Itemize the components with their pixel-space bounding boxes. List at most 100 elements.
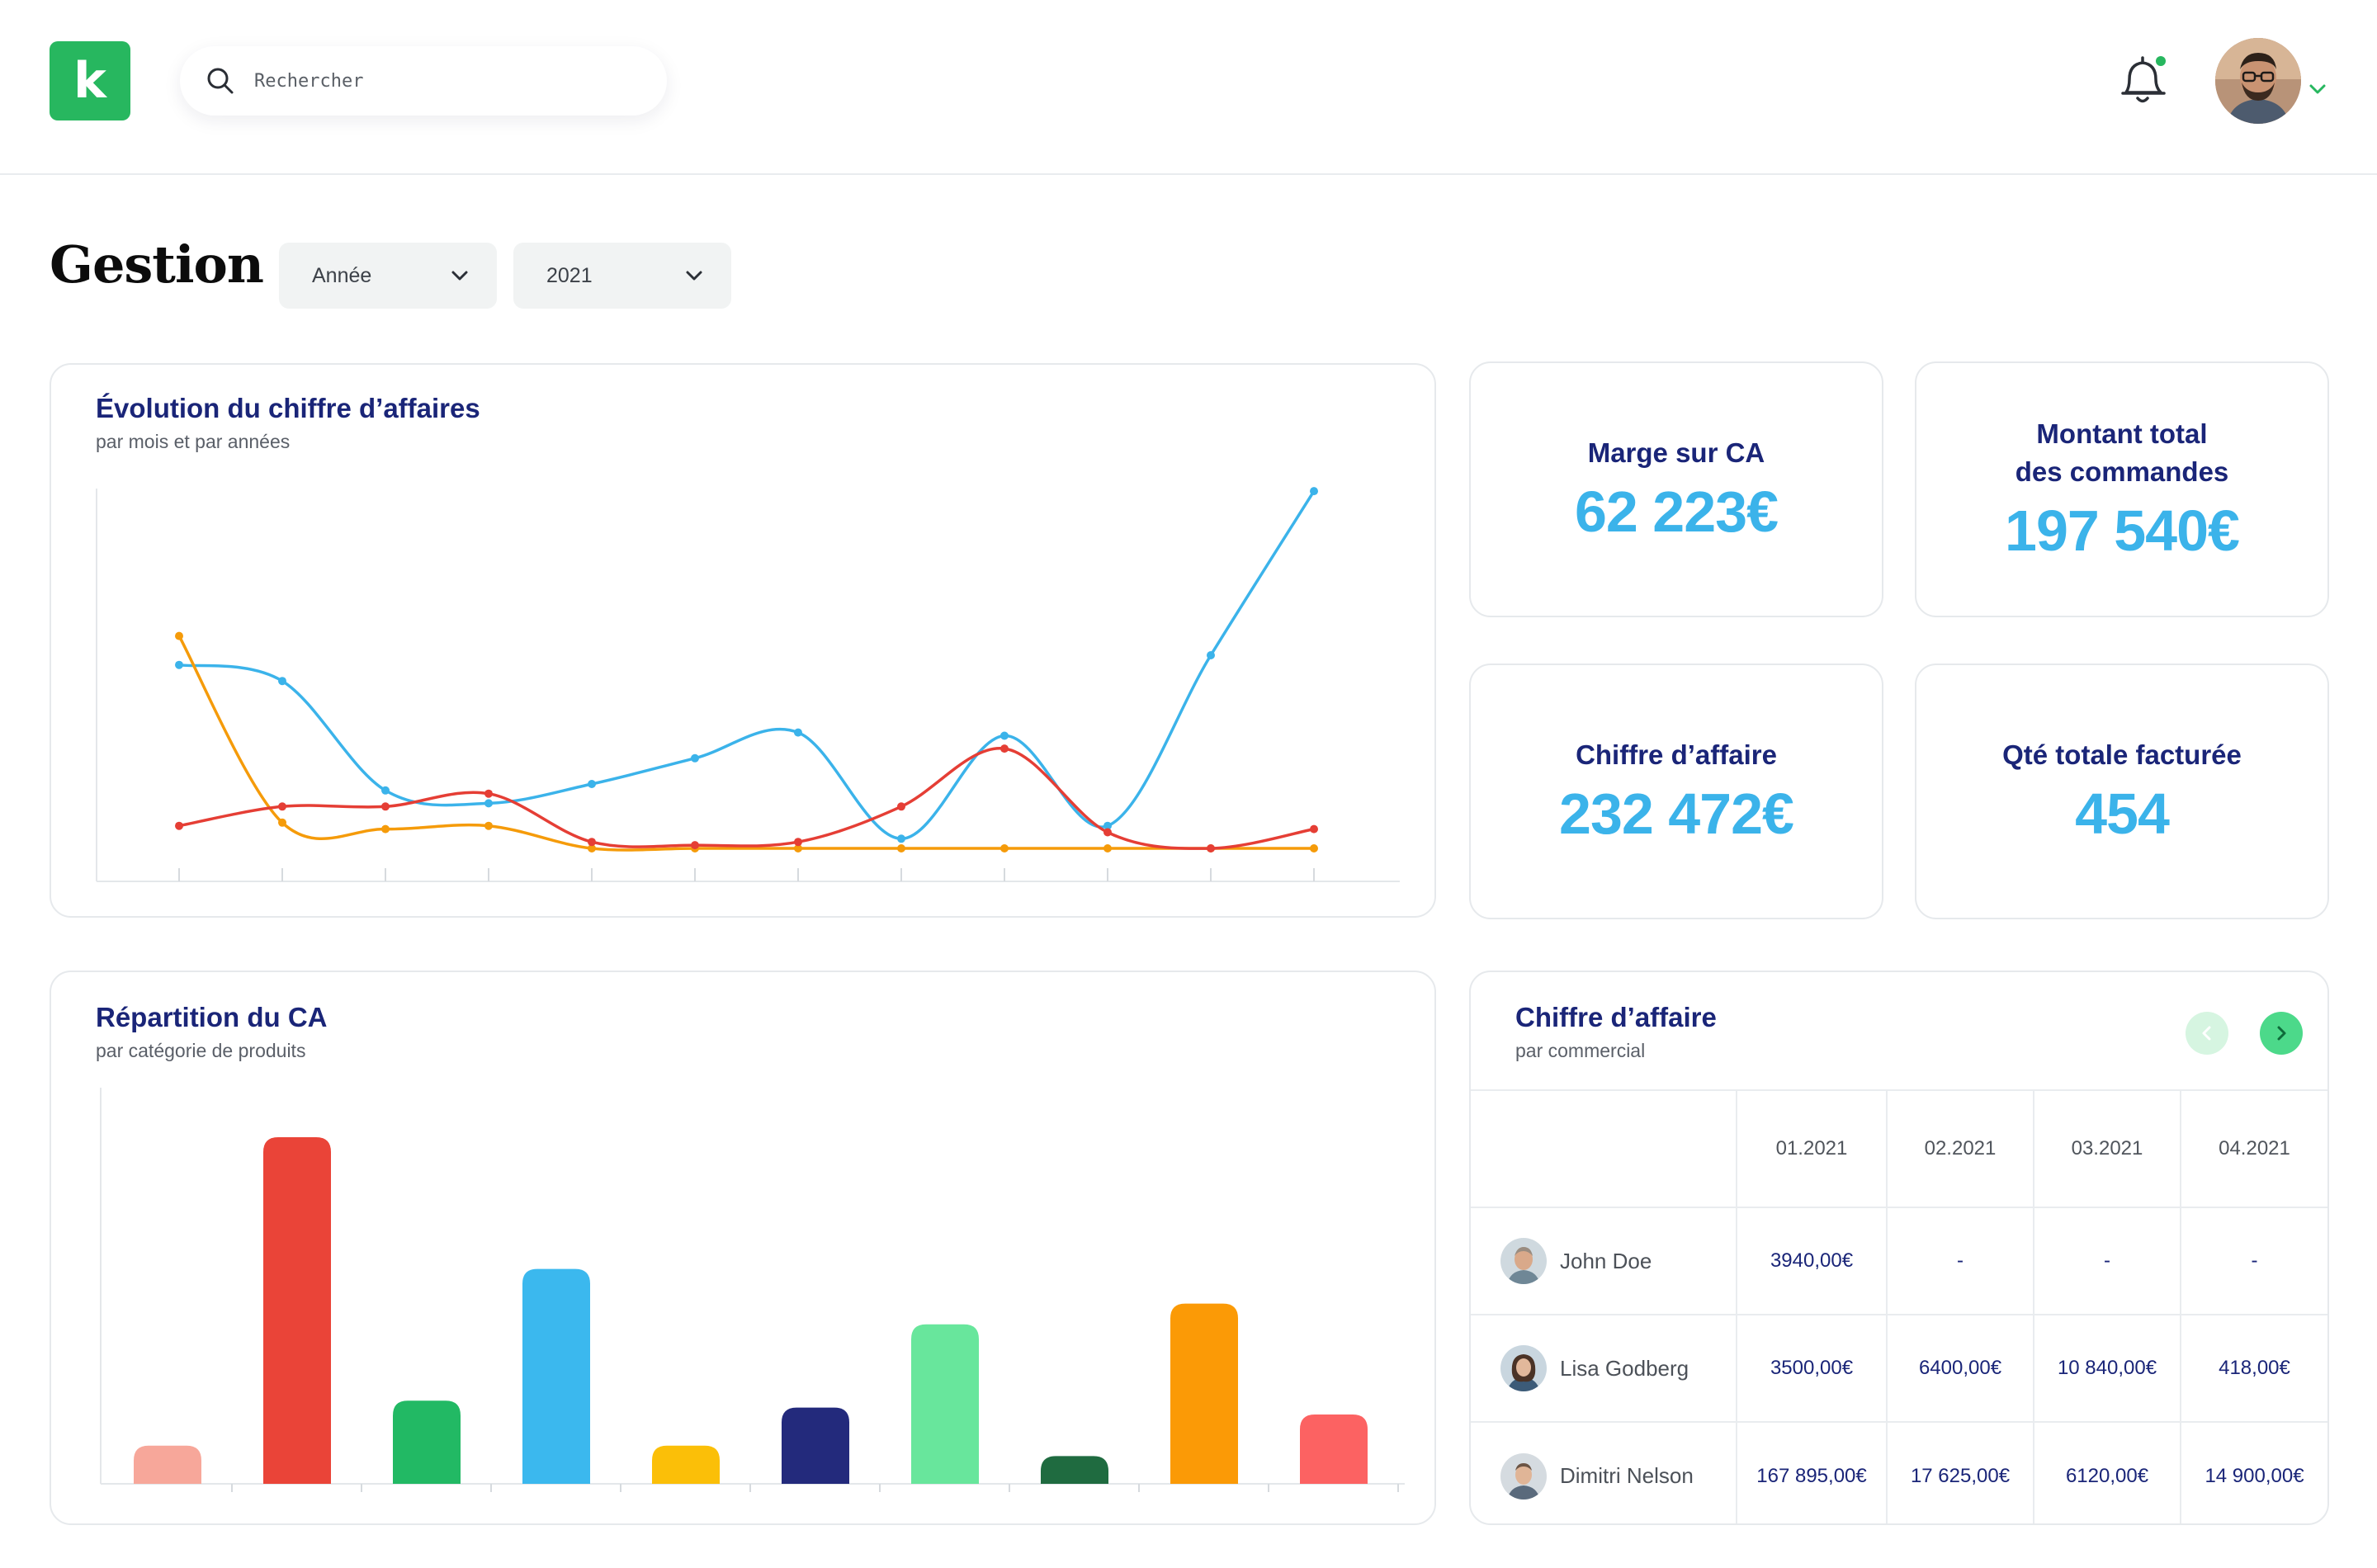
previous-page-button[interactable] [2186,1012,2228,1055]
search-icon [205,65,236,97]
data-point [794,844,802,852]
app-logo[interactable]: k [50,41,130,120]
column-header: 04.2021 [2180,1089,2327,1207]
category-bar-chart [100,1088,1405,1492]
category-breakdown-card: Répartition du CA par catégorie de produ… [50,971,1436,1525]
bar [652,1445,720,1484]
data-point [278,818,286,827]
avatar [1500,1238,1547,1284]
bar [263,1137,331,1484]
data-point [1103,844,1112,852]
data-point [794,728,802,737]
avatar [1500,1452,1547,1500]
data-point [1310,844,1318,852]
bar [1170,1303,1238,1484]
data-point [1207,844,1215,852]
revenue-evolution-card: Évolution du chiffre d’affaires par mois… [50,363,1436,918]
data-point [381,802,390,811]
year-select[interactable]: 2021 [513,243,731,309]
user-avatar[interactable] [2215,38,2301,124]
kpi-value: 62 223€ [1574,479,1779,544]
series-line [177,489,1316,841]
data-point [381,824,390,834]
sales-table-subtitle: par commercial [1515,1040,1646,1061]
kpi-value: 197 540€ [2005,498,2240,563]
period-type-select[interactable]: Année [279,243,497,309]
bar [134,1445,201,1484]
rep-cell: John Doe [1471,1207,1737,1315]
value-cell: 3940,00€ [1736,1207,1887,1315]
data-point [1207,651,1215,659]
rep-name: Lisa Godberg [1560,1355,1689,1381]
data-point [1103,828,1112,837]
user-menu-chevron-icon[interactable] [2308,83,2327,96]
bar [911,1324,979,1484]
kpi-label: Marge sur CA [1587,437,1765,468]
value-cell: 3500,00€ [1736,1314,1887,1422]
kpi-card-orders-total: Montant total des commandes 197 540€ [1915,361,2329,617]
rep-cell: Dimitri Nelson [1471,1421,1737,1523]
data-point [484,821,493,830]
notification-bell-icon[interactable] [2115,51,2172,111]
data-point [1310,824,1318,834]
kpi-value: 232 472€ [1559,782,1794,846]
category-chart-subtitle: par catégorie de produits [96,1040,306,1061]
data-point [897,834,905,843]
data-point [897,844,905,852]
search-input[interactable]: Rechercher [254,70,364,92]
chevron-left-icon [2202,1026,2211,1041]
data-point [588,838,596,847]
value-cell: - [2033,1207,2181,1315]
data-point [794,838,802,847]
kpi-label: Montant total des commandes [2015,418,2229,487]
page-title: Gestion [50,234,264,295]
rep-cell: Lisa Godberg [1471,1314,1737,1422]
bar [393,1400,461,1484]
value-cell: 167 895,00€ [1736,1421,1887,1523]
kpi-card-revenue: Chiffre d’affaire 232 472€ [1469,664,1883,919]
kpi-label: Qté totale facturée [2002,739,2242,770]
kpi-card-quantity: Qté totale facturée 454 [1915,664,2329,919]
chevron-down-icon [686,271,702,281]
table-row: John Doe 3940,00€ - - - [1471,1207,2327,1315]
data-point [1000,844,1009,852]
revenue-line-chart [96,487,1400,882]
revenue-chart-subtitle: par mois et par années [96,431,291,452]
value-cell: 17 625,00€ [1886,1421,2034,1523]
avatar [1500,1345,1547,1391]
data-point [1000,731,1009,740]
column-header: 01.2021 [1736,1089,1887,1207]
data-point [691,753,699,763]
value-cell: 10 840,00€ [2033,1314,2181,1422]
data-point [588,780,596,788]
year-value: 2021 [546,263,593,287]
top-bar: k Rechercher [0,0,2377,175]
kpi-card-margin: Marge sur CA 62 223€ [1469,361,1883,617]
data-point [588,844,596,852]
data-point [484,789,493,798]
revenue-chart-title: Évolution du chiffre d’affaires [96,393,480,423]
column-header: 02.2021 [1886,1089,2034,1207]
value-cell: 14 900,00€ [2180,1421,2327,1523]
next-page-button[interactable] [2260,1012,2303,1055]
table-header-row: 01.2021 02.2021 03.2021 04.2021 [1471,1089,2327,1207]
series-line [177,747,1316,850]
data-point [278,802,286,811]
value-cell: - [1886,1207,2034,1315]
column-header: 03.2021 [2033,1089,2181,1207]
table-header-empty [1471,1089,1737,1207]
sales-table: 01.2021 02.2021 03.2021 04.2021 John Doe… [1471,1089,2327,1523]
table-row: Dimitri Nelson 167 895,00€ 17 625,00€ 61… [1471,1421,2327,1523]
value-cell: - [2180,1207,2327,1315]
data-point [484,799,493,808]
data-point [691,841,699,850]
value-cell: 6400,00€ [1886,1314,2034,1422]
data-point [175,631,183,640]
bar [1300,1415,1368,1484]
data-point [1310,487,1318,496]
value-cell: 6120,00€ [2033,1421,2181,1523]
chevron-down-icon [451,271,468,281]
kpi-value: 454 [2075,782,2170,846]
search-bar[interactable]: Rechercher [180,46,667,116]
kpi-label: Chiffre d’affaire [1576,739,1777,770]
